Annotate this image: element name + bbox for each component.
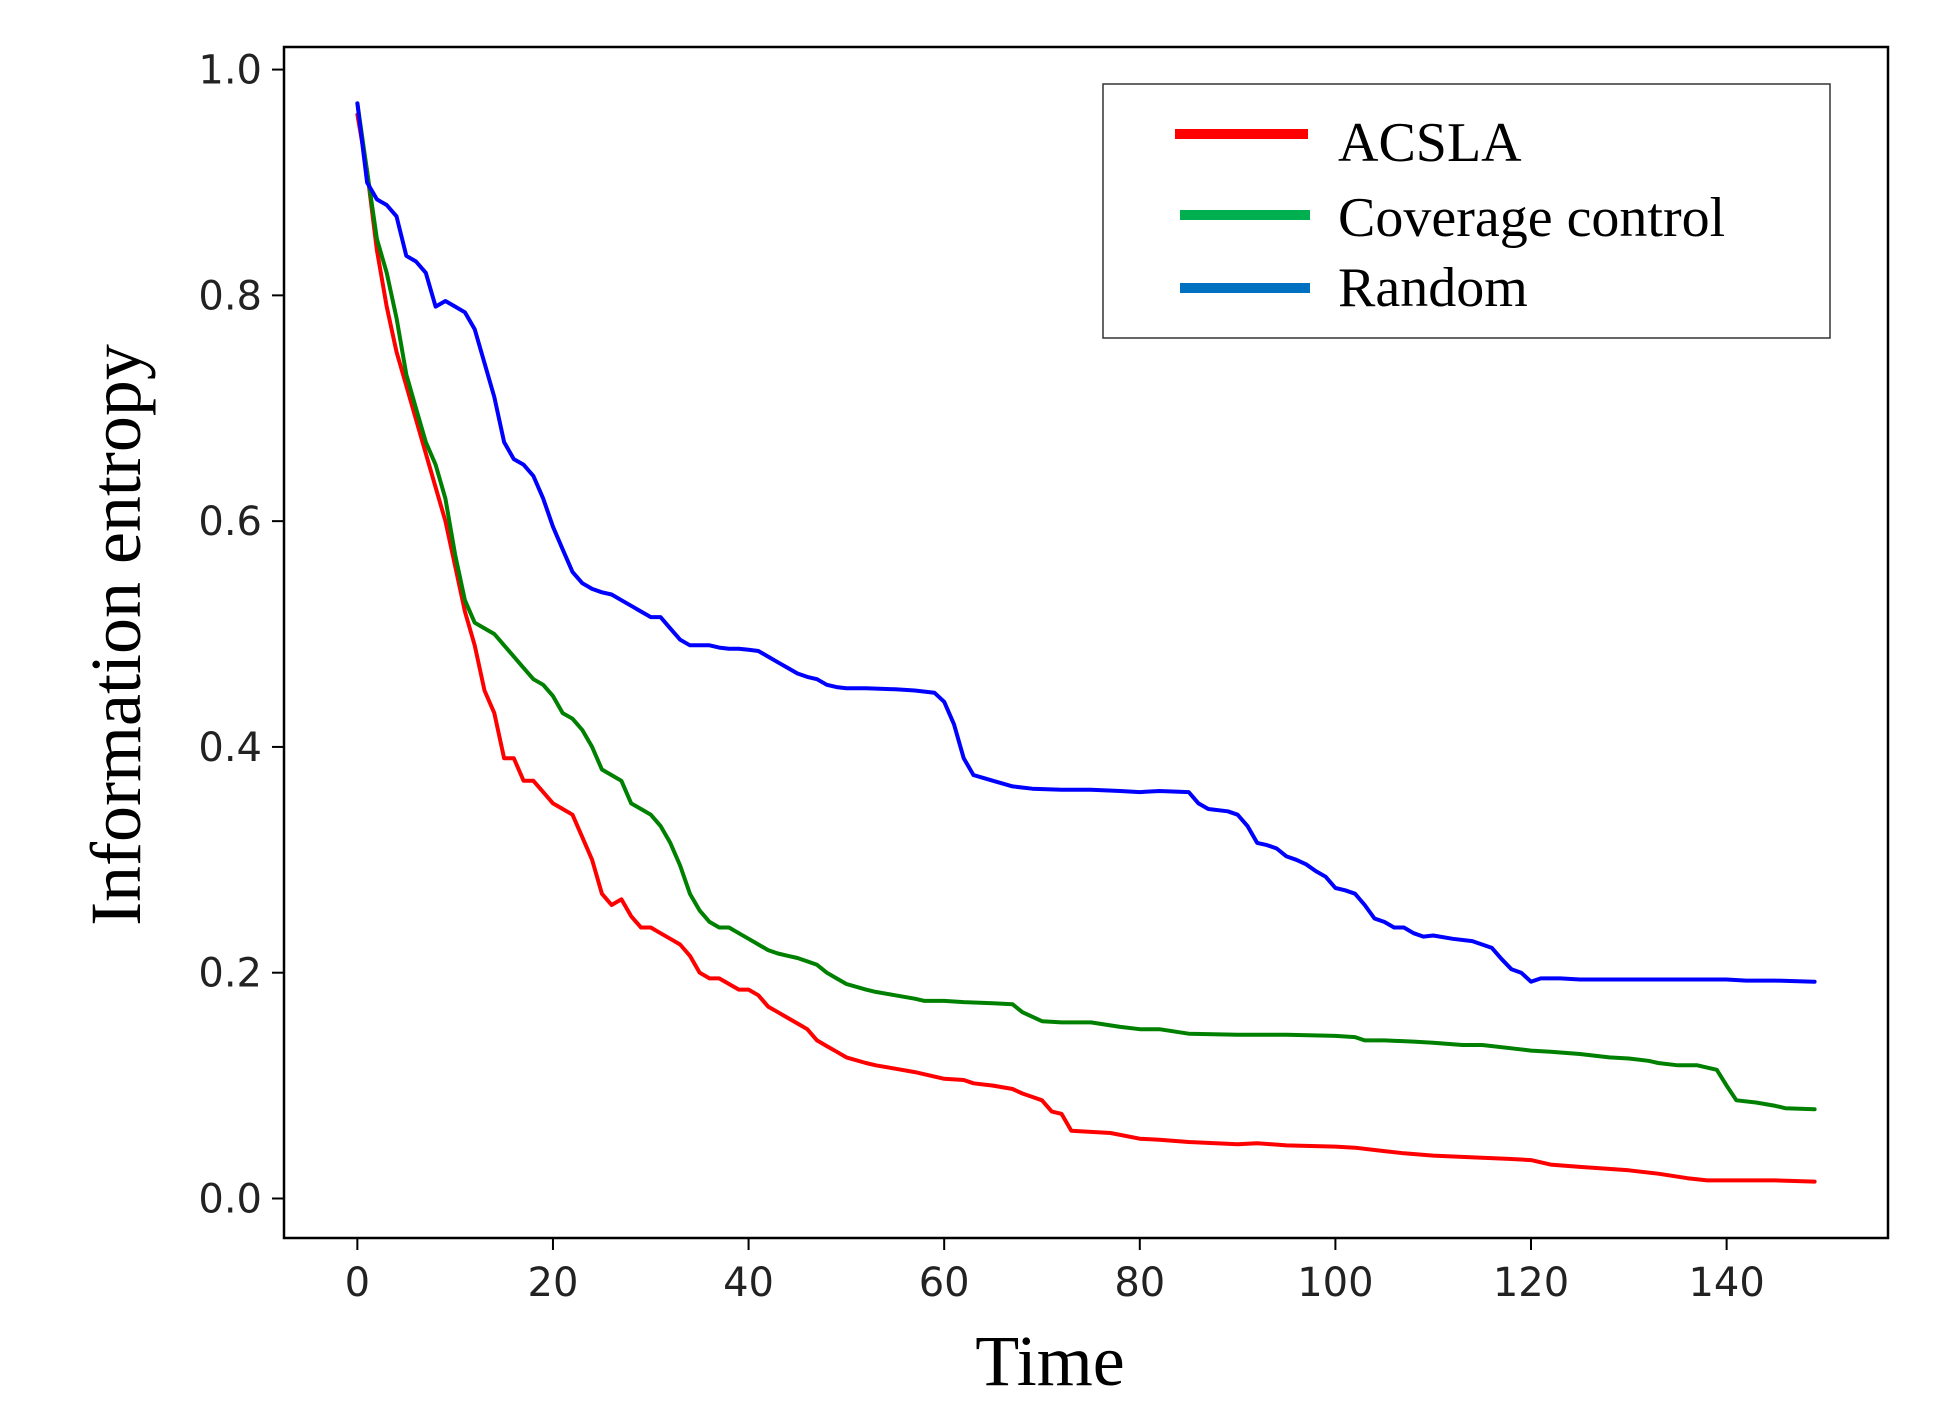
y-tick-label: 0.2 <box>198 951 262 997</box>
series-line-random <box>355 101 1817 984</box>
x-tick-label: 0 <box>345 1260 370 1306</box>
y-tick-label: 0.8 <box>198 273 262 319</box>
y-tick-label: 1.0 <box>198 48 262 94</box>
axes: 0 20 40 60 80 100 120 140 0.0 0.2 0.4 0.6 0.8 1.0 <box>198 48 1764 1306</box>
x-tick-label: 80 <box>1114 1260 1165 1306</box>
legend: ACSLA Coverage control Random <box>1102 83 1831 339</box>
y-axis-title: Information entropy <box>76 344 156 926</box>
series-line-acsla <box>355 112 1817 1184</box>
series-layer <box>355 101 1817 1184</box>
x-tick-label: 40 <box>723 1260 774 1306</box>
x-tick-label: 120 <box>1493 1260 1569 1306</box>
legend-label-acsla: ACSLA <box>1338 112 1522 174</box>
legend-label-random: Random <box>1338 257 1528 319</box>
x-tick-label: 60 <box>919 1260 970 1306</box>
x-tick-label: 100 <box>1297 1260 1373 1306</box>
legend-label-coverage-control: Coverage control <box>1338 187 1725 249</box>
y-tick-label: 0.6 <box>198 499 262 545</box>
x-tick-label: 140 <box>1688 1260 1764 1306</box>
y-tick-label: 0.4 <box>198 725 262 771</box>
y-tick-label: 0.0 <box>198 1176 262 1222</box>
x-axis-title: Time <box>975 1321 1124 1401</box>
x-tick-label: 20 <box>528 1260 579 1306</box>
series-line-coverage-control <box>355 101 1817 1112</box>
plot-frame <box>282 45 1890 1240</box>
